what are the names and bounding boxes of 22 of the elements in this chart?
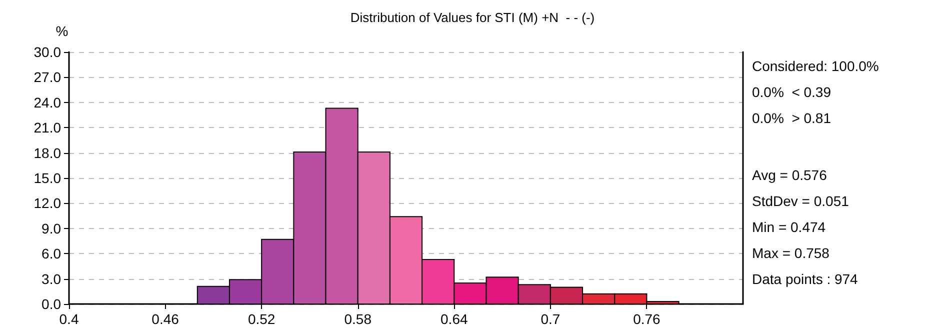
y-tick-label: 9.0 [42, 220, 62, 236]
y-tick-label: 24.0 [34, 94, 62, 110]
chart-title: Distribution of Values for STI (M) +N - - (-) [350, 10, 595, 25]
y-tick-label: 15.0 [34, 170, 62, 186]
y-tick-label: 21.0 [34, 120, 62, 136]
x-tick-label: 0.52 [248, 311, 276, 327]
y-tick-label: 6.0 [42, 246, 62, 262]
x-tick-label: 0.58 [344, 311, 372, 327]
y-tick-label: 18.0 [34, 144, 62, 161]
y-tick-label: 12.0 [34, 195, 62, 212]
y-tick-label: 3.0 [42, 270, 62, 287]
x-tick-label: 0.4 [59, 311, 79, 327]
x-tick-label: 0.64 [440, 311, 468, 327]
y-tick-label: 0.0 [42, 296, 62, 312]
y-tick-label: 30.0 [34, 44, 62, 60]
text: Considered: 100.0% 0.0% < 0.39 0.0% > 0.81 [752, 58, 879, 126]
x-tick-label: 0.7 [540, 311, 560, 327]
y-tick-label: 27.0 [34, 69, 62, 86]
x-tick-label: 0.76 [633, 311, 661, 327]
y-axis-title: % [56, 23, 68, 39]
text: Avg = 0.576 StdDev = 0.051 Min = 0.474 Max = 0.758 Data points : 974 [752, 167, 858, 287]
x-tick-label: 0.46 [152, 311, 180, 327]
